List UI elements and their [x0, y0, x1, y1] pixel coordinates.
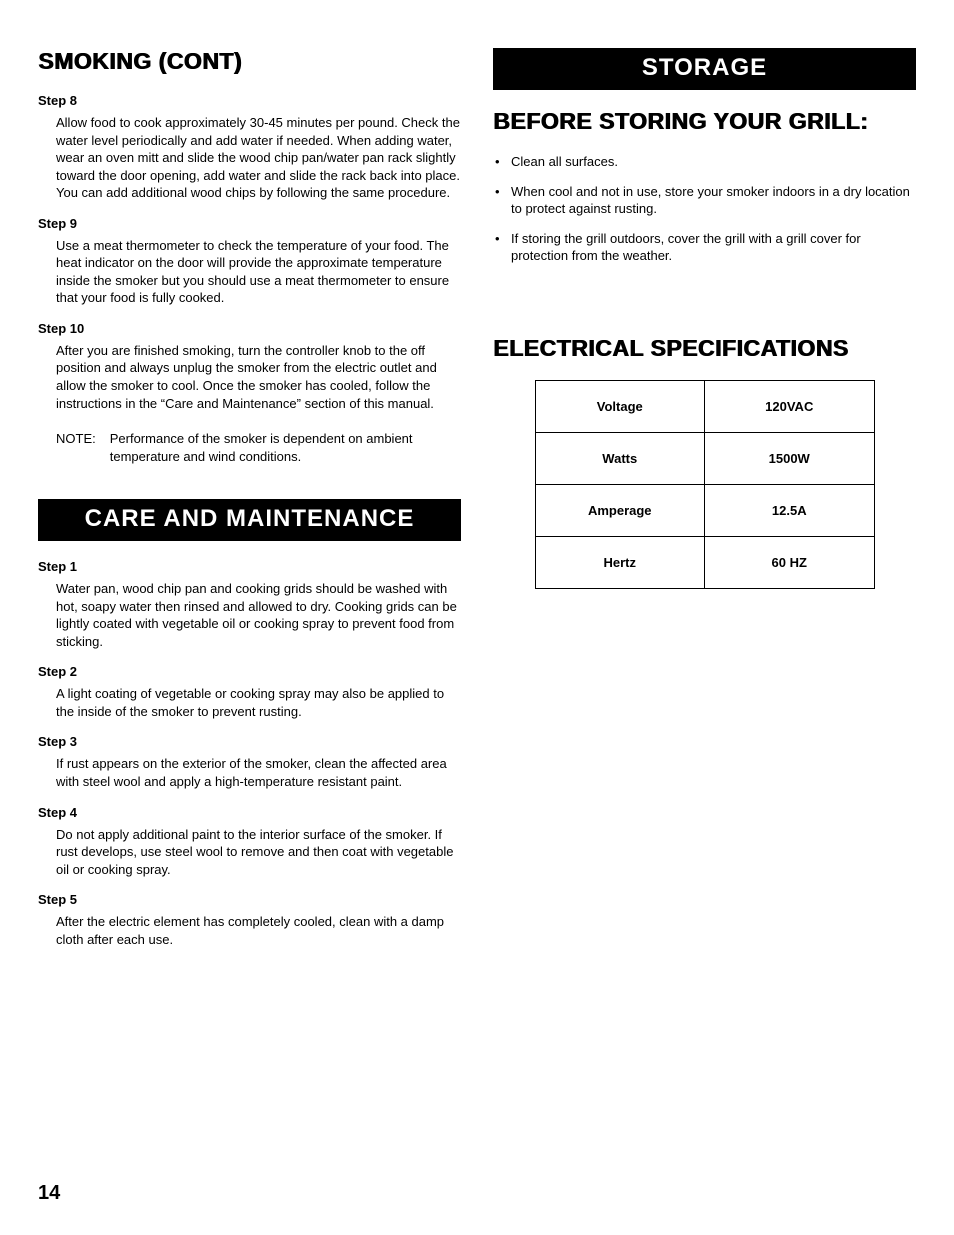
left-column: SMOKING (CONT) Step 8 Allow food to cook…	[38, 48, 461, 952]
spec-name: Hertz	[535, 536, 705, 588]
care-banner-wrap: CARE AND MAINTENANCE	[38, 499, 461, 541]
spec-value: 12.5A	[705, 484, 875, 536]
step-body: If rust appears on the exterior of the s…	[56, 755, 461, 790]
step-body: Allow food to cook approximately 30-45 m…	[56, 114, 461, 202]
table-row: Hertz 60 HZ	[535, 536, 874, 588]
smoking-step-8: Step 8 Allow food to cook approximately …	[38, 93, 461, 202]
smoking-cont-heading: SMOKING (CONT)	[38, 48, 461, 75]
table-row: Watts 1500W	[535, 432, 874, 484]
step-body: A light coating of vegetable or cooking …	[56, 685, 461, 720]
smoking-step-10: Step 10 After you are finished smoking, …	[38, 321, 461, 412]
spec-value: 60 HZ	[705, 536, 875, 588]
step-body: After you are finished smoking, turn the…	[56, 342, 461, 412]
spec-name: Watts	[535, 432, 705, 484]
list-item: When cool and not in use, store your smo…	[493, 183, 916, 218]
spec-name: Amperage	[535, 484, 705, 536]
care-step-4: Step 4 Do not apply additional paint to …	[38, 805, 461, 879]
table-row: Amperage 12.5A	[535, 484, 874, 536]
note-label: NOTE:	[56, 430, 110, 465]
page-number: 14	[38, 1182, 60, 1205]
list-item: Clean all surfaces.	[493, 153, 916, 171]
step-label: Step 2	[38, 664, 461, 679]
storage-bullet-list: Clean all surfaces. When cool and not in…	[493, 153, 916, 265]
step-label: Step 3	[38, 734, 461, 749]
care-step-1: Step 1 Water pan, wood chip pan and cook…	[38, 559, 461, 650]
before-storing-heading: BEFORE STORING YOUR GRILL:	[493, 108, 916, 135]
two-column-layout: SMOKING (CONT) Step 8 Allow food to cook…	[38, 48, 916, 952]
step-label: Step 5	[38, 892, 461, 907]
smoking-step-9: Step 9 Use a meat thermometer to check t…	[38, 216, 461, 307]
care-step-5: Step 5 After the electric element has co…	[38, 892, 461, 948]
step-body: Do not apply additional paint to the int…	[56, 826, 461, 879]
step-label: Step 4	[38, 805, 461, 820]
list-item: If storing the grill outdoors, cover the…	[493, 230, 916, 265]
electrical-spec-heading: ELECTRICAL SPECIFICATIONS	[493, 335, 916, 362]
spec-value: 120VAC	[705, 380, 875, 432]
care-step-2: Step 2 A light coating of vegetable or c…	[38, 664, 461, 720]
right-column: STORAGE BEFORE STORING YOUR GRILL: Clean…	[493, 48, 916, 952]
step-body: Water pan, wood chip pan and cooking gri…	[56, 580, 461, 650]
note-text: Performance of the smoker is dependent o…	[110, 430, 461, 465]
step-body: After the electric element has completel…	[56, 913, 461, 948]
step-body: Use a meat thermometer to check the temp…	[56, 237, 461, 307]
spec-value: 1500W	[705, 432, 875, 484]
step-label: Step 10	[38, 321, 461, 336]
step-label: Step 8	[38, 93, 461, 108]
electrical-spec-table: Voltage 120VAC Watts 1500W Amperage 12.5…	[535, 380, 875, 589]
smoking-note: NOTE: Performance of the smoker is depen…	[56, 430, 461, 465]
care-step-3: Step 3 If rust appears on the exterior o…	[38, 734, 461, 790]
step-label: Step 1	[38, 559, 461, 574]
step-label: Step 9	[38, 216, 461, 231]
table-row: Voltage 120VAC	[535, 380, 874, 432]
storage-heading: STORAGE	[493, 48, 916, 90]
spec-name: Voltage	[535, 380, 705, 432]
care-maintenance-heading: CARE AND MAINTENANCE	[38, 499, 461, 541]
